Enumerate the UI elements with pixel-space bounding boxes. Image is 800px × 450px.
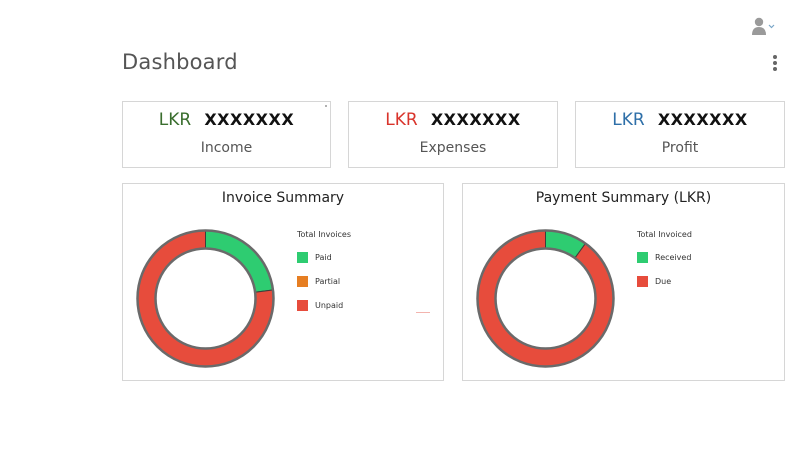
profit-amount: XXXXXXX: [657, 110, 748, 129]
profit-card: LKR XXXXXXX Profit: [575, 101, 785, 168]
card-corner-mark: [325, 105, 327, 107]
chevron-down-icon: [768, 24, 775, 29]
legend-swatch-received: [637, 251, 648, 263]
legend-swatch-unpaid: [297, 299, 308, 311]
invoice-legend: Total Invoices Paid Partial Unpaid: [297, 230, 351, 323]
legend-item-received[interactable]: Received: [637, 251, 692, 263]
payment-summary-panel: Payment Summary (LKR) Total Invoiced Rec…: [462, 183, 785, 381]
donut-ring-border: [136, 229, 275, 368]
legend-label-unpaid: Unpaid: [315, 300, 344, 310]
legend-item-due[interactable]: Due: [637, 275, 692, 287]
divider: [416, 312, 430, 313]
legend-swatch-paid: [297, 251, 308, 263]
more-options-button[interactable]: [768, 54, 782, 72]
invoice-summary-panel: Invoice Summary Total Invoices Paid Part…: [122, 183, 444, 381]
invoice-legend-title: Total Invoices: [297, 230, 351, 239]
user-icon: [752, 17, 775, 35]
payment-legend-title: Total Invoiced: [637, 230, 692, 239]
legend-item-paid[interactable]: Paid: [297, 251, 351, 263]
kebab-menu-icon: [773, 55, 777, 71]
invoice-summary-title: Invoice Summary: [221, 190, 345, 206]
profit-currency: LKR: [612, 110, 645, 130]
expenses-label: Expenses: [419, 140, 487, 156]
profit-label: Profit: [661, 140, 699, 156]
income-amount: XXXXXXX: [204, 110, 295, 129]
legend-label-paid: Paid: [315, 252, 332, 262]
expenses-currency: LKR: [385, 110, 418, 130]
donut-ring-border: [476, 229, 615, 368]
page-title: Dashboard: [122, 50, 238, 74]
payment-summary-title: Payment Summary (LKR): [535, 190, 712, 206]
invoice-donut-chart: [136, 229, 275, 368]
legend-item-unpaid[interactable]: Unpaid: [297, 299, 351, 311]
donut-ring-border: [494, 247, 597, 350]
income-currency: LKR: [158, 110, 192, 130]
legend-item-partial[interactable]: Partial: [297, 275, 351, 287]
legend-label-due: Due: [655, 276, 672, 286]
payment-donut-chart: [476, 229, 615, 368]
expenses-amount: XXXXXXX: [430, 110, 521, 129]
legend-swatch-due: [637, 275, 648, 287]
donut-ring-border: [154, 247, 257, 350]
legend-label-received: Received: [655, 252, 692, 262]
expenses-card: LKR XXXXXXX Expenses: [348, 101, 558, 168]
payment-legend: Total Invoiced Received Due: [637, 230, 692, 299]
income-label: Income: [200, 140, 253, 156]
legend-label-partial: Partial: [315, 276, 341, 286]
user-menu[interactable]: [751, 16, 779, 36]
legend-swatch-partial: [297, 275, 308, 287]
income-card: LKR XXXXXXX Income: [122, 101, 331, 168]
